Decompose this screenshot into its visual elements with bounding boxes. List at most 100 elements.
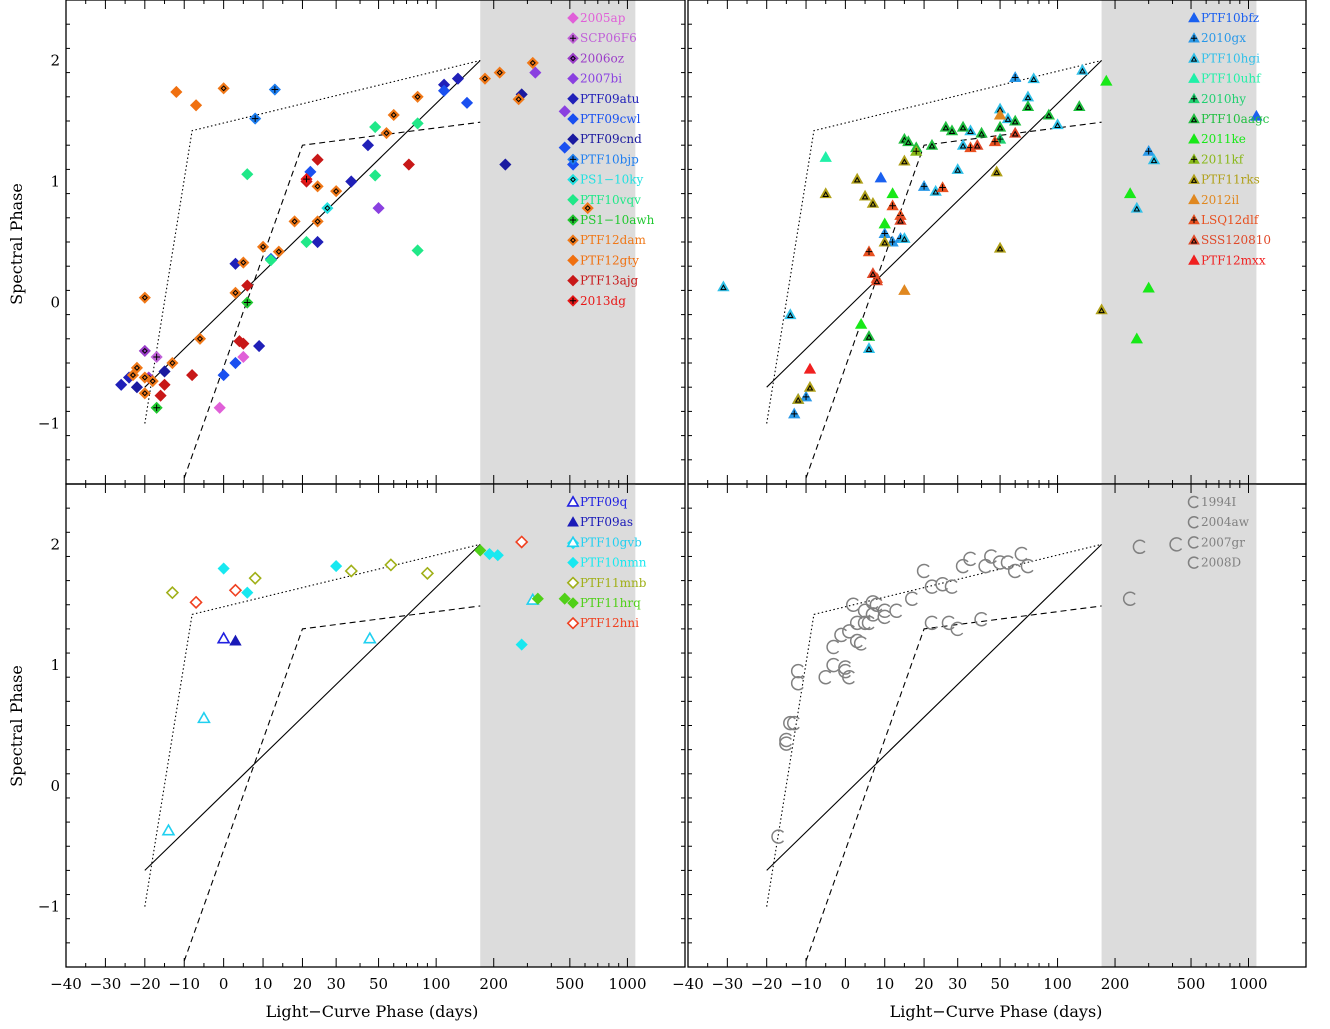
point-SSS120810-inner-triangle: [1011, 130, 1019, 137]
point-PTF12dam: [217, 82, 230, 95]
point-2011ke: [878, 217, 891, 229]
y-tick-label: 0: [50, 777, 60, 795]
x-tick-label: 200: [479, 975, 508, 993]
point-2004aw: [1132, 539, 1146, 555]
x-tick-label: 50: [991, 975, 1010, 993]
point-PS1−10ky: [321, 202, 334, 215]
point-PTF11hrq: [531, 592, 544, 605]
point-2007gr: [779, 732, 792, 748]
reference-lines: [144, 543, 481, 962]
shaded-band: [1101, 0, 1257, 484]
legend-label: 2011kf: [1201, 152, 1245, 166]
point-PTF12dam: [581, 202, 594, 215]
legend-label: PTF09atu: [580, 92, 640, 106]
legend-marker-PTF10hgi-inner-triangle: [1190, 56, 1198, 62]
point-PTF12dam: [526, 56, 539, 69]
point-PTF10uhf: [819, 150, 832, 162]
point-PTF13ajg: [158, 378, 171, 391]
point-PTF10bjp-inner-plus: [271, 86, 279, 93]
point-2004aw: [1169, 537, 1183, 552]
point-2007bi: [529, 66, 542, 79]
x-tick-label: 1000: [608, 975, 646, 993]
legend-label: PTF10nmn: [580, 556, 647, 570]
point-PTF12dam-inner-diamond: [141, 390, 148, 397]
point-2008D: [978, 558, 992, 574]
point-PTF12dam-inner-diamond: [220, 85, 227, 92]
point-2011ke: [854, 317, 868, 329]
point-PTF10hgi-inner-triangle: [954, 166, 962, 173]
legend-label: PTF12hni: [580, 616, 639, 630]
point-PS1−10awh-inner-plus: [243, 299, 251, 306]
point-PTF12dam: [237, 256, 250, 269]
point-PTF12dam-inner-diamond: [149, 378, 156, 385]
point-PTF13ajg: [402, 158, 415, 171]
point-PTF11rks-inner-triangle: [996, 245, 1004, 252]
legend-label: 2013dg: [580, 294, 626, 308]
point-PTF10hgi-inner-triangle: [967, 128, 974, 135]
reference-line-dashed: [183, 121, 481, 479]
point-2008D: [963, 551, 977, 567]
point-PTF10nmn: [515, 638, 528, 651]
point-PTF10gvb: [362, 631, 377, 644]
point-PTF10vqv: [411, 117, 424, 130]
point-PTF09atu: [115, 378, 128, 391]
legend: 1994I 2004aw 2007gr 2008D: [1187, 495, 1250, 570]
point-PTF12dam-inner-diamond: [383, 130, 390, 137]
point-PTF11hrq: [474, 544, 487, 557]
legend-marker-2006oz-inner-diamond: [570, 55, 576, 62]
point-PTF09cwl: [229, 356, 242, 370]
shaded-band: [480, 484, 636, 967]
legend-label: PTF09cwl: [580, 112, 641, 126]
x-tick-label: 20: [293, 975, 312, 993]
point-PTF11mnb: [420, 566, 435, 580]
legend-label: 2006oz: [580, 51, 624, 65]
x-tick-label: 500: [556, 975, 585, 993]
legend-label: PTF09cnd: [580, 132, 642, 146]
point-2007gr: [1000, 555, 1014, 570]
x-tick-label: 0: [841, 975, 851, 993]
point-PTF09cnd: [130, 381, 144, 394]
point-2007gr: [916, 563, 930, 579]
point-2004aw: [826, 639, 840, 655]
legend-marker-2004aw: [1187, 516, 1199, 529]
point-PTF11rks-inner-triangle: [861, 193, 869, 200]
point-PTF12dam: [311, 180, 324, 193]
legend-marker-PTF10gvb: [566, 535, 580, 548]
point-PTF11rks-inner-triangle: [869, 200, 877, 207]
point-PTF11rks-inner-triangle: [993, 169, 1001, 176]
legend-marker-PS1−10awh-inner-plus: [569, 216, 577, 224]
point-PTF12dam: [387, 108, 400, 122]
legend-marker-PS1−10ky: [567, 173, 579, 186]
point-2008D: [877, 603, 891, 619]
x-axis-label-left: Light−Curve Phase (days): [266, 1002, 479, 1021]
point-2004aw: [950, 621, 964, 637]
legend-marker-PTF09atu: [567, 93, 579, 105]
y-axis-label-bottom: Spectral Phase: [7, 665, 26, 787]
point-PTF12dam-inner-diamond: [141, 374, 148, 381]
legend-marker-2012il: [1188, 193, 1200, 205]
legend-label: PTF10vqv: [580, 193, 641, 207]
point-PTF09atu: [253, 339, 266, 353]
y-tick-label: −1: [38, 415, 60, 433]
point-PTF10aagc-inner-triangle: [1024, 103, 1032, 110]
x-tick-label: 30: [948, 975, 967, 993]
legend-label: 2005ap: [580, 11, 626, 25]
point-PTF12dam-inner-diamond: [481, 75, 488, 82]
point-PTF10hgi-inner-triangle: [720, 284, 727, 291]
point-PTF10aagc-inner-triangle: [1011, 118, 1019, 125]
legend: 2005ap SCP06F6 2006oz 2007bi PTF09atu PTF09cw…: [567, 11, 655, 308]
point-PTF12dam-inner-diamond: [314, 218, 321, 225]
point-PTF10bfz: [1250, 109, 1263, 121]
point-PTF11rks-inner-triangle: [853, 176, 861, 183]
point-2011ke: [886, 187, 899, 199]
point-PTF12dam-inner-diamond: [333, 188, 340, 195]
point-PTF10vqv: [264, 254, 277, 267]
x-tick-label: 50: [369, 975, 388, 993]
point-PTF11mnb: [165, 586, 180, 600]
point-PTF13ajg: [241, 279, 254, 292]
legend-marker-LSQ12dlf-inner-plus: [1190, 216, 1198, 224]
point-PTF13ajg: [311, 153, 324, 166]
reference-line-dotted: [144, 543, 481, 907]
